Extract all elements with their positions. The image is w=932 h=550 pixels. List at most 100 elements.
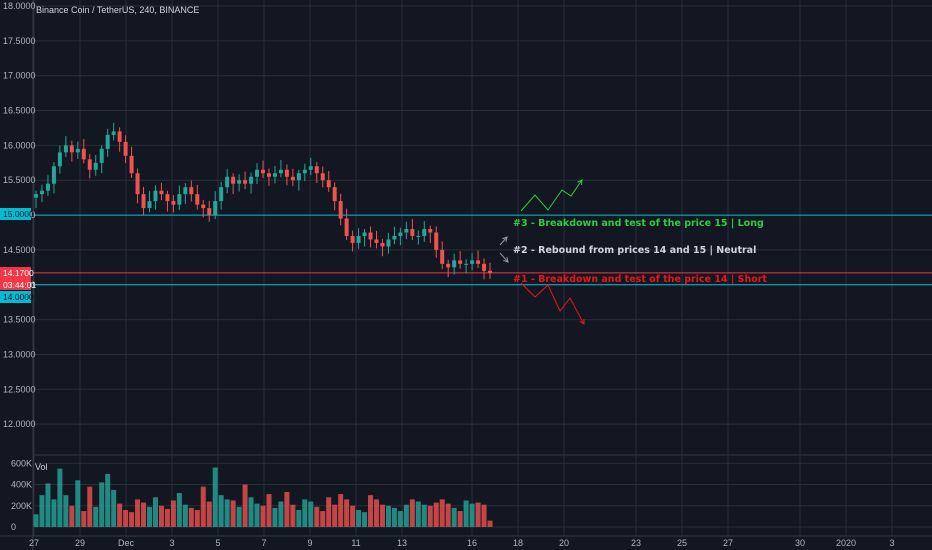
arrow-neutral-down-head: [503, 257, 509, 263]
price-tick-label: 18.0000: [3, 1, 36, 11]
candle-body: [440, 249, 445, 264]
horizontal-levels: [33, 214, 932, 286]
candle-body: [458, 260, 463, 264]
candle-body: [314, 166, 319, 174]
volume-bar: [123, 510, 129, 527]
volume-bar: [314, 506, 320, 527]
candle-body: [476, 260, 481, 264]
price-tick-label: 14.5000: [3, 245, 36, 255]
volume-bar: [278, 501, 284, 527]
candle-body: [302, 169, 307, 174]
candle-body: [87, 159, 92, 170]
time-tick-label: 3: [889, 538, 894, 548]
volume-bar: [391, 507, 397, 527]
candle-body: [105, 134, 110, 149]
volume-bar: [99, 482, 105, 527]
candle-body: [464, 263, 469, 265]
volume-bar: [212, 467, 218, 527]
volume-bar: [374, 499, 379, 527]
price-tag-last: 14.1700: [0, 267, 34, 279]
volume-bar: [266, 494, 272, 527]
svg-text:14.0000: 14.0000: [3, 292, 34, 302]
volume-bar: [135, 499, 141, 527]
price-tick-label: 16.5000: [3, 106, 36, 116]
candle-body: [201, 204, 206, 209]
candle-body: [356, 235, 361, 243]
price-tick-label: 15.5000: [3, 175, 36, 185]
candle-body: [225, 176, 230, 188]
volume-bar: [379, 504, 385, 527]
candle-body: [386, 239, 391, 247]
candle-body: [452, 260, 457, 268]
candles: [34, 122, 492, 280]
time-tick-label: 13: [397, 538, 407, 548]
candle-body: [171, 201, 176, 205]
volume-bar: [194, 510, 200, 527]
arrow-long: [520, 179, 583, 212]
time-tick-label: 27: [29, 538, 39, 548]
candle-body: [308, 166, 313, 170]
candle-body: [243, 180, 248, 184]
candle-body: [177, 194, 182, 205]
volume-bars: [33, 467, 493, 527]
candle-body: [272, 173, 277, 177]
volume-bar: [242, 484, 248, 527]
volume-bar: [105, 473, 111, 527]
volume-bar: [284, 491, 290, 527]
candle-body: [392, 235, 397, 240]
countdown-tag: 03:44:01: [0, 279, 36, 290]
price-tag-lower-level: 14.0000: [0, 291, 34, 303]
arrow-neutral-up-head: [502, 236, 508, 242]
candle-body: [99, 148, 104, 163]
volume-bar: [397, 511, 403, 527]
candle-body: [422, 229, 427, 236]
candle-body: [428, 229, 433, 233]
volume-bar: [188, 507, 194, 527]
candle-body: [57, 152, 62, 167]
annotation-long: #3 - Breakdown and test of the price 15 …: [513, 218, 764, 229]
volume-bar: [45, 483, 51, 527]
candle-body: [404, 229, 409, 233]
time-axis: 27 29 Dec 3 5 7 9 11 13 16 18 20 23 25 27 30 2020 3: [29, 538, 895, 548]
volume-bar: [368, 495, 374, 527]
candle-body: [165, 194, 170, 202]
volume-bar: [356, 510, 362, 527]
volume-bar: [439, 499, 445, 527]
candle-body: [249, 176, 254, 184]
volume-bar: [75, 480, 81, 527]
volume-bar: [475, 502, 481, 527]
volume-bar: [182, 504, 188, 527]
time-tick-label: 27: [723, 538, 733, 548]
candle-body: [278, 169, 283, 174]
arrow-neutral-up: [499, 236, 508, 246]
volume-bar: [176, 493, 182, 527]
candle-body: [183, 187, 188, 195]
candle-body: [255, 169, 260, 177]
volume-bar: [403, 504, 409, 527]
arrow-long-head: [577, 179, 583, 186]
candle-body: [63, 145, 68, 153]
candle-body: [326, 180, 331, 188]
volume-bar: [350, 505, 356, 527]
candle-body: [374, 239, 379, 243]
time-tick-label: Dec: [118, 538, 135, 548]
candle-body: [434, 232, 439, 250]
projection-arrows: [499, 179, 585, 325]
volume-bar: [332, 504, 338, 527]
volume-bar: [248, 497, 254, 527]
candle-body: [207, 208, 212, 216]
candle-body: [446, 263, 451, 268]
candle-body: [284, 169, 289, 177]
candle-body: [81, 148, 86, 160]
volume-bar: [290, 504, 296, 527]
volume-bar: [308, 501, 314, 527]
volume-bar: [463, 500, 469, 527]
candle-body: [75, 148, 80, 153]
volume-bar: [487, 520, 493, 527]
volume-bar: [152, 497, 158, 527]
price-tick-label: 17.0000: [3, 71, 36, 81]
candle-body: [117, 131, 122, 142]
volume-bar: [129, 512, 135, 527]
svg-text:15.0000: 15.0000: [3, 209, 34, 219]
